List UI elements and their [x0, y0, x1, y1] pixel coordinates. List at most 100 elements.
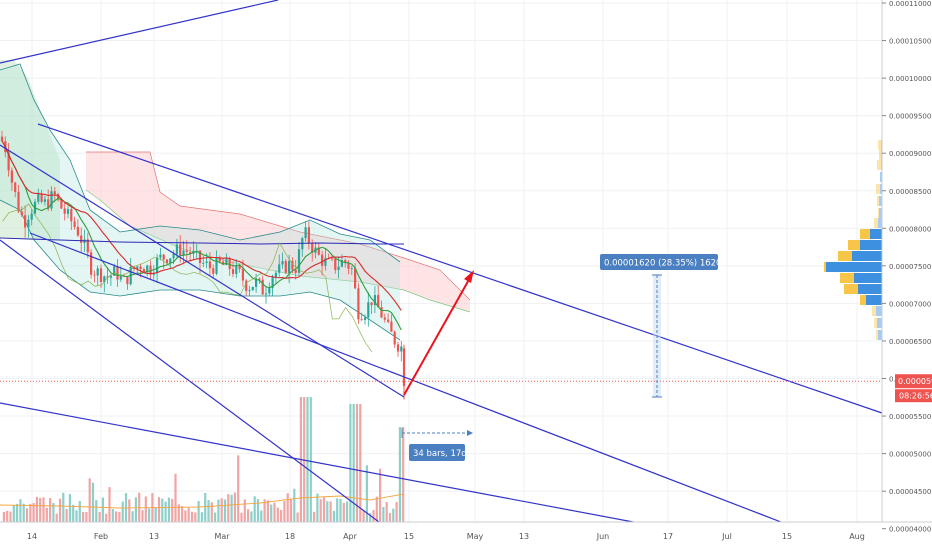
time-tick-label: 15: [404, 532, 414, 541]
time-tick-label: 15: [782, 532, 792, 541]
trend-channel-lines: [0, 0, 883, 526]
candle-body: [278, 264, 281, 273]
time-tick-label: 14: [27, 532, 37, 541]
volume-bar: [342, 502, 345, 522]
candle-body: [43, 199, 46, 202]
candle-body: [261, 279, 264, 295]
volume-bar: [88, 478, 91, 522]
volume-profile-row-buy: [852, 251, 882, 261]
candlestick-series: [0, 130, 406, 400]
volume-bar: [359, 404, 362, 522]
candle-body: [271, 277, 274, 289]
volume-profile-row-buy: [880, 172, 882, 182]
volume-bar: [322, 497, 326, 522]
candle-body: [284, 261, 287, 273]
volume-bar: [144, 496, 147, 522]
time-axis[interactable]: [0, 522, 882, 550]
candle-body: [202, 262, 205, 264]
volume-bar: [270, 504, 273, 522]
volume-bar: [207, 500, 210, 522]
volume-bar: [316, 493, 319, 522]
candle-body: [70, 209, 73, 222]
candle-body: [90, 252, 93, 275]
volume-bar: [167, 497, 170, 522]
volume-bar: [62, 492, 65, 522]
volume-bar: [19, 499, 22, 522]
countdown-label: 08:26:56: [899, 392, 932, 401]
candle-body: [400, 346, 403, 352]
volume-bar: [280, 510, 283, 522]
volume-bar: [227, 494, 230, 522]
candle-body: [169, 258, 172, 264]
volume-bar: [303, 397, 306, 522]
candle-body: [60, 199, 63, 209]
volume-profile-row-buy: [870, 229, 882, 239]
candle-body: [14, 182, 17, 192]
volume-bar: [283, 500, 286, 522]
candle-body: [238, 265, 241, 270]
volume-bar: [362, 510, 365, 522]
price-tick-label: 0.00007500: [889, 263, 931, 271]
volume-bar: [105, 513, 108, 522]
candle-body: [387, 319, 390, 322]
volume-bar: [128, 499, 131, 522]
volume-bar: [108, 487, 111, 522]
volume-bar: [293, 488, 296, 522]
candle-body: [330, 258, 334, 260]
volume-bar: [296, 512, 299, 522]
candle-body: [73, 221, 76, 228]
price-tick-label: 0.00006500: [889, 338, 931, 346]
volume-bar: [68, 494, 71, 522]
trend-line: [29, 232, 782, 523]
band-lower: [0, 199, 401, 341]
candle-body: [324, 258, 327, 266]
volume-bar: [402, 427, 405, 522]
candle-body: [208, 261, 211, 269]
volume-profile-row-buy: [866, 295, 882, 305]
candle-body: [222, 261, 225, 265]
candle-body: [182, 250, 185, 256]
volume-profile-row-sell: [878, 140, 881, 150]
candle-body: [393, 331, 396, 345]
volume-profile-row-sell: [878, 208, 879, 218]
candle-body: [396, 344, 400, 352]
candle-body: [304, 227, 307, 239]
candle-body: [57, 194, 60, 200]
volume-profile-row-sell: [860, 229, 870, 239]
volume-profile-row-sell: [876, 330, 878, 340]
volume-bar: [177, 504, 180, 522]
time-tick-label: Jun: [596, 532, 610, 541]
time-tick-label: Apr: [343, 532, 358, 541]
volume-bar: [217, 499, 220, 522]
candle-body: [360, 319, 363, 321]
baseline-line: [0, 237, 404, 245]
measure-label-bg: [600, 254, 718, 270]
volume-bar: [75, 510, 78, 522]
price-tick-label: 0.00004000: [889, 526, 931, 534]
projection-arrow-line: [403, 275, 472, 396]
volume-bar: [115, 511, 118, 522]
candle-body: [347, 262, 350, 269]
candle-body: [152, 272, 155, 275]
candle-body: [354, 268, 357, 289]
volume-bar: [336, 498, 339, 522]
volume-bar: [385, 502, 388, 522]
candle-body: [264, 293, 268, 295]
candle-body: [373, 295, 376, 306]
candle-body: [274, 272, 277, 278]
candle-body: [109, 275, 112, 278]
drawings: [401, 270, 662, 438]
volume-bar: [369, 513, 372, 522]
last-price-badge: [895, 374, 932, 389]
candle-body: [334, 258, 337, 270]
ma-fast-line: [1, 140, 402, 331]
price-axis[interactable]: [882, 0, 932, 522]
candle-body: [149, 265, 152, 275]
volume-bar: [72, 504, 75, 522]
volume-bar: [91, 482, 95, 522]
volume-bar: [352, 404, 355, 522]
volume-bar: [6, 510, 9, 522]
candle-body: [321, 254, 324, 266]
